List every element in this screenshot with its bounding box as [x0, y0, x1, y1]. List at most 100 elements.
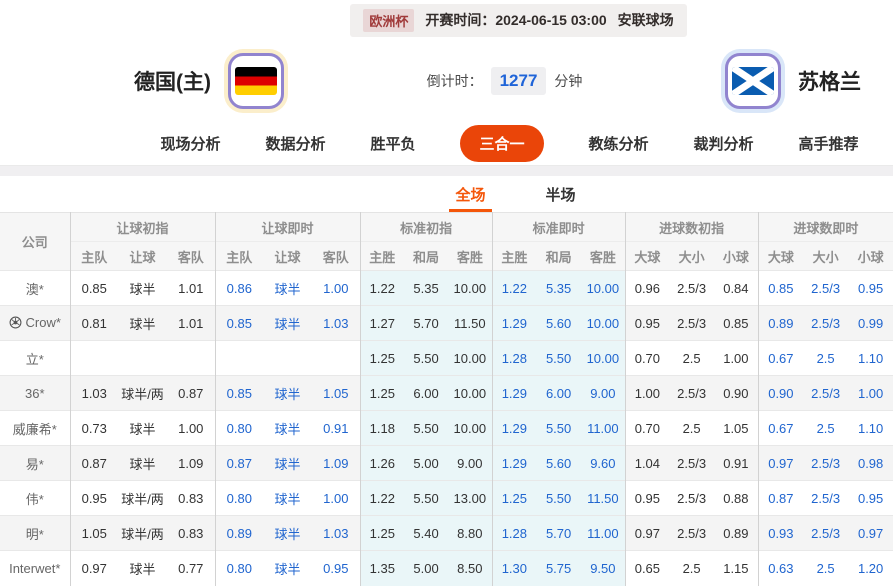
odds-cell[interactable]: 1.10	[848, 340, 893, 376]
nav-tab-6[interactable]: 高手推荐	[798, 136, 859, 153]
odds-cell[interactable]: 2.5/3	[803, 270, 849, 306]
odds-cell[interactable]	[312, 340, 361, 376]
odds-cell[interactable]: 0.95	[848, 270, 893, 306]
odds-cell[interactable]: 0.67	[757, 410, 804, 446]
odds-cell[interactable]	[214, 340, 264, 376]
odds-cell[interactable]: 1.30	[491, 550, 537, 586]
odds-cell[interactable]: 1.03	[312, 515, 361, 551]
period-tab-1[interactable]: 半场	[545, 187, 576, 204]
odds-cell[interactable]: 1.28	[491, 340, 537, 376]
odds-cell[interactable]: 6.00	[536, 375, 582, 411]
odds-cell[interactable]: 5.50	[536, 410, 582, 446]
company-cell[interactable]: 威廉希*	[0, 410, 70, 446]
company-cell[interactable]: 伟*	[0, 480, 70, 516]
odds-cell[interactable]: 11.00	[581, 515, 626, 551]
odds-cell[interactable]: 球半	[263, 305, 313, 341]
odds-cell[interactable]: 0.80	[214, 410, 264, 446]
odds-cell[interactable]: 1.20	[848, 550, 893, 586]
odds-cell[interactable]: 2.5	[803, 410, 849, 446]
odds-cell[interactable]: 0.91	[312, 410, 361, 446]
odds-cell[interactable]: 2.5/3	[803, 375, 849, 411]
odds-cell[interactable]: 5.70	[536, 515, 582, 551]
odds-cell[interactable]: 0.85	[757, 270, 804, 306]
odds-cell[interactable]: 1.29	[491, 410, 537, 446]
odds-cell[interactable]: 2.5	[803, 340, 849, 376]
odds-cell[interactable]: 0.89	[214, 515, 264, 551]
odds-cell[interactable]: 2.5/3	[803, 480, 849, 516]
odds-cell[interactable]: 2.5/3	[803, 305, 849, 341]
odds-cell[interactable]: 球半	[263, 550, 313, 586]
nav-tab-3[interactable]: 三合一	[460, 125, 544, 162]
odds-cell[interactable]: 1.29	[491, 375, 537, 411]
odds-cell[interactable]: 球半	[263, 480, 313, 516]
odds-cell[interactable]	[263, 340, 313, 376]
odds-cell[interactable]: 1.25	[491, 480, 537, 516]
company-cell[interactable]: Crow*	[0, 305, 70, 341]
odds-cell[interactable]: 0.95	[848, 480, 893, 516]
odds-cell[interactable]: 2.5	[803, 550, 849, 586]
company-cell[interactable]: 36*	[0, 375, 70, 411]
nav-tab-0[interactable]: 现场分析	[160, 136, 221, 153]
odds-cell[interactable]: 5.50	[536, 480, 582, 516]
odds-cell[interactable]: 10.00	[581, 305, 626, 341]
odds-cell[interactable]: 0.99	[848, 305, 893, 341]
nav-tab-5[interactable]: 裁判分析	[693, 136, 754, 153]
odds-cell[interactable]: 1.22	[491, 270, 537, 306]
odds-cell[interactable]: 9.60	[581, 445, 626, 481]
odds-cell[interactable]: 1.05	[312, 375, 361, 411]
odds-cell[interactable]: 0.97	[757, 445, 804, 481]
odds-cell[interactable]: 2.5/3	[803, 445, 849, 481]
odds-cell[interactable]: 1.29	[491, 305, 537, 341]
odds-cell[interactable]: 10.00	[581, 340, 626, 376]
odds-cell[interactable]: 11.50	[581, 480, 626, 516]
nav-tab-4[interactable]: 教练分析	[588, 136, 649, 153]
odds-cell[interactable]: 1.09	[312, 445, 361, 481]
odds-cell[interactable]: 10.00	[581, 270, 626, 306]
company-cell[interactable]: 明*	[0, 515, 70, 551]
odds-cell[interactable]: 0.97	[848, 515, 893, 551]
odds-cell[interactable]: 2.5/3	[803, 515, 849, 551]
odds-cell[interactable]: 1.03	[312, 305, 361, 341]
odds-cell[interactable]: 0.87	[757, 480, 804, 516]
odds-cell[interactable]: 0.87	[214, 445, 264, 481]
odds-cell[interactable]: 5.75	[536, 550, 582, 586]
odds-cell[interactable]: 9.00	[581, 375, 626, 411]
odds-cell[interactable]: 0.90	[757, 375, 804, 411]
odds-cell[interactable]: 1.00	[848, 375, 893, 411]
odds-cell[interactable]: 0.89	[757, 305, 804, 341]
odds-cell[interactable]: 1.29	[491, 445, 537, 481]
odds-cell[interactable]: 1.28	[491, 515, 537, 551]
company-cell[interactable]: 立*	[0, 340, 70, 376]
period-tab-0[interactable]: 全场	[449, 178, 492, 212]
odds-cell[interactable]: 0.63	[757, 550, 804, 586]
odds-cell[interactable]: 0.98	[848, 445, 893, 481]
odds-cell[interactable]: 0.80	[214, 480, 264, 516]
odds-cell[interactable]: 0.95	[312, 550, 361, 586]
odds-cell[interactable]: 5.50	[536, 340, 582, 376]
nav-tab-1[interactable]: 数据分析	[265, 136, 326, 153]
odds-cell[interactable]: 0.80	[214, 550, 264, 586]
odds-cell[interactable]: 1.10	[848, 410, 893, 446]
nav-tab-2[interactable]: 胜平负	[370, 136, 416, 153]
odds-cell[interactable]: 0.67	[757, 340, 804, 376]
odds-cell[interactable]: 球半	[263, 410, 313, 446]
league-badge[interactable]: 欧洲杯	[363, 8, 415, 32]
odds-cell[interactable]: 5.35	[536, 270, 582, 306]
company-cell[interactable]: 澳*	[0, 270, 70, 306]
odds-cell[interactable]: 5.60	[536, 305, 582, 341]
odds-cell[interactable]: 0.85	[214, 375, 264, 411]
company-cell[interactable]: Interwet*	[0, 550, 70, 586]
odds-cell[interactable]: 1.00	[312, 270, 361, 306]
odds-cell[interactable]: 11.00	[581, 410, 626, 446]
odds-cell[interactable]: 5.60	[536, 445, 582, 481]
company-cell[interactable]: 易*	[0, 445, 70, 481]
odds-cell[interactable]: 球半	[263, 515, 313, 551]
odds-cell[interactable]: 1.00	[312, 480, 361, 516]
odds-cell[interactable]: 球半	[263, 445, 313, 481]
odds-cell[interactable]: 球半	[263, 375, 313, 411]
odds-cell[interactable]: 0.86	[214, 270, 264, 306]
odds-cell[interactable]: 0.85	[214, 305, 264, 341]
odds-cell[interactable]: 球半	[263, 270, 313, 306]
odds-cell[interactable]: 9.50	[581, 550, 626, 586]
odds-cell[interactable]: 0.93	[757, 515, 804, 551]
